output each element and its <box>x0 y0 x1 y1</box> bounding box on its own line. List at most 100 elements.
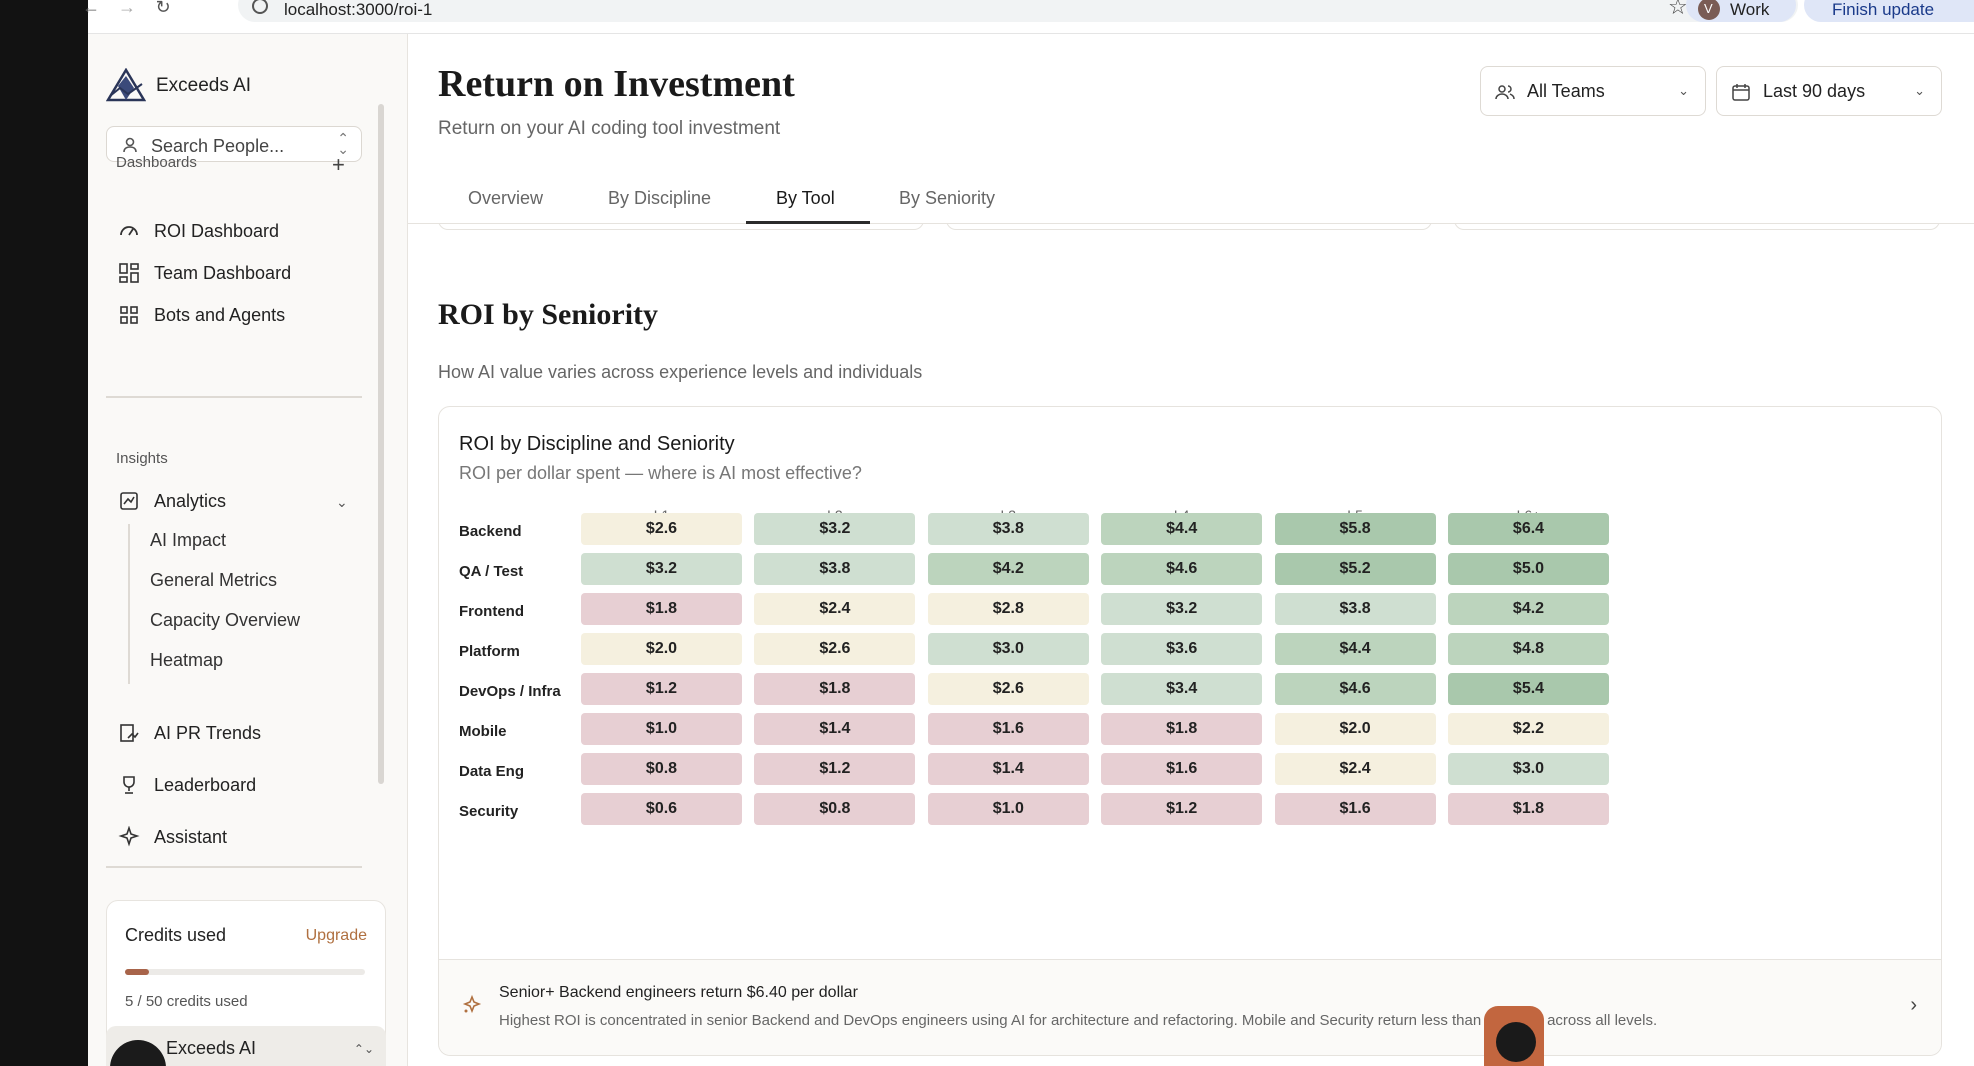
sidebar-divider <box>106 866 362 868</box>
sidebar-scrollbar[interactable] <box>378 104 384 784</box>
chevron-down-icon[interactable]: ⌄ <box>336 494 348 510</box>
nav-label: Bots and Agents <box>154 304 286 325</box>
heatmap-cell[interactable]: $2.2 <box>1448 713 1609 745</box>
reload-icon[interactable]: ↻ <box>155 0 171 17</box>
account-switcher[interactable]: Exceeds AI ⌃⌄ <box>106 1026 386 1066</box>
heatmap-cell[interactable]: $2.4 <box>1274 753 1436 785</box>
profile-avatar: V <box>1698 0 1720 20</box>
heatmap-cell[interactable]: $1.8 <box>1101 713 1263 745</box>
back-icon[interactable]: ← <box>82 0 100 17</box>
upgrade-link[interactable]: Upgrade <box>305 927 367 944</box>
heatmap-cell[interactable]: $0.8 <box>754 793 916 825</box>
chart-box-icon <box>120 492 138 510</box>
heatmap-cell[interactable]: $3.0 <box>927 633 1089 665</box>
nav-roi-dashboard[interactable]: ROI Dashboard <box>118 216 279 246</box>
heatmap-cell[interactable]: $4.2 <box>1448 593 1609 625</box>
tab-by-discipline[interactable]: By Discipline <box>608 188 712 208</box>
heatmap-cell[interactable]: $2.6 <box>754 633 916 665</box>
nav-heatmap[interactable]: Heatmap <box>150 650 224 670</box>
heatmap-cell[interactable]: $1.4 <box>927 753 1089 785</box>
heatmap-cell[interactable]: $3.4 <box>1101 673 1263 705</box>
heatmap-cell[interactable]: $3.8 <box>927 513 1089 545</box>
nav-bots-and-agents[interactable]: Bots and Agents <box>118 300 285 330</box>
nav-ai-pr-trends[interactable]: AI PR Trends <box>118 718 261 748</box>
heatmap-cell[interactable]: $1.2 <box>754 753 916 785</box>
heatmap-cell[interactable]: $2.4 <box>754 593 916 625</box>
chevron-updown-icon: ⌃⌄ <box>337 130 349 157</box>
nav-ai-impact[interactable]: AI Impact <box>150 530 227 550</box>
credits-progress <box>125 969 365 975</box>
heatmap-cell[interactable]: $1.0 <box>927 793 1089 825</box>
heatmap-cell[interactable]: $1.8 <box>581 593 742 625</box>
nav-assistant[interactable]: Assistant <box>118 822 227 852</box>
heatmap-cell[interactable]: $0.6 <box>581 793 742 825</box>
nav-label: Assistant <box>154 826 228 847</box>
heatmap-cell[interactable]: $3.2 <box>754 513 916 545</box>
chevron-updown-icon: ⌃⌄ <box>353 1042 374 1056</box>
heatmap-cell[interactable]: $4.6 <box>1274 673 1436 705</box>
heatmap-cell[interactable]: $1.8 <box>754 673 916 705</box>
nav-label: Analytics <box>154 490 227 511</box>
heatmap-cell[interactable]: $4.4 <box>1274 633 1436 665</box>
tab-by-tool[interactable]: By Tool <box>776 188 835 208</box>
heatmap-cell[interactable]: $4.4 <box>1101 513 1263 545</box>
nav-analytics[interactable]: Analytics <box>118 486 226 516</box>
heatmap-cell[interactable]: $1.4 <box>754 713 916 745</box>
heatmap-cell[interactable]: $5.8 <box>1274 513 1436 545</box>
heatmap-cell[interactable]: $2.6 <box>581 513 742 545</box>
heatmap-cell[interactable]: $5.2 <box>1274 553 1436 585</box>
heatmap-cell[interactable]: $3.2 <box>581 553 742 585</box>
heatmap-cell[interactable]: $4.8 <box>1448 633 1609 665</box>
address-bar[interactable]: localhost:3000/roi-1 <box>238 0 1798 22</box>
heatmap-cell[interactable]: $1.6 <box>927 713 1089 745</box>
heatmap-cell[interactable]: $1.2 <box>581 673 742 705</box>
nav-team-dashboard[interactable]: Team Dashboard <box>118 258 291 288</box>
site-info-icon[interactable] <box>252 0 268 14</box>
heatmap-cell[interactable]: $1.6 <box>1101 753 1263 785</box>
heatmap-cell[interactable]: $5.0 <box>1448 553 1609 585</box>
chevron-down-icon: ⌄ <box>1678 83 1689 98</box>
users-icon <box>1495 85 1515 100</box>
heatmap-cell[interactable]: $3.8 <box>1274 593 1436 625</box>
chat-launcher-button[interactable] <box>1484 1006 1544 1066</box>
heatmap-cell[interactable]: $4.6 <box>1101 553 1263 585</box>
heatmap-row-header: Frontend <box>459 603 524 620</box>
nav-capacity-overview[interactable]: Capacity Overview <box>150 610 301 630</box>
tab-by-seniority[interactable]: By Seniority <box>899 188 996 208</box>
search-people-input[interactable]: Search People... ⌃ ⌄ <box>106 126 362 162</box>
heatmap-cell[interactable]: $1.0 <box>581 713 742 745</box>
heatmap-cell[interactable]: $2.6 <box>927 673 1089 705</box>
heatmap-cell[interactable]: $5.4 <box>1448 673 1609 705</box>
heatmap-cell[interactable]: $2.0 <box>581 633 742 665</box>
heatmap-cell[interactable]: $3.2 <box>1101 593 1263 625</box>
heatmap-cell[interactable]: $3.8 <box>754 553 916 585</box>
heatmap-cell[interactable]: $4.2 <box>927 553 1089 585</box>
forward-icon[interactable]: → <box>118 0 136 17</box>
heatmap-cell[interactable]: $0.8 <box>581 753 742 785</box>
nav-leaderboard[interactable]: Leaderboard <box>118 770 256 800</box>
add-dashboard-icon[interactable]: + <box>332 152 345 177</box>
heatmap-cell[interactable]: $6.4 <box>1448 513 1609 545</box>
date-range-dropdown[interactable]: Last 90 days ⌄ <box>1716 66 1942 116</box>
heatmap-row-header: Backend <box>459 523 522 540</box>
nav-general-metrics[interactable]: General Metrics <box>150 570 278 590</box>
main-content: Return on Investment Return on your AI c… <box>408 34 1974 1066</box>
heatmap-cell[interactable]: $1.2 <box>1101 793 1263 825</box>
heatmap-cell[interactable]: $1.8 <box>1448 793 1609 825</box>
tab-overview[interactable]: Overview <box>468 188 544 208</box>
bookmark-star-icon[interactable]: ☆ <box>1668 0 1688 19</box>
chevron-right-icon[interactable]: › <box>1910 994 1917 1016</box>
heatmap-cell[interactable]: $1.6 <box>1274 793 1436 825</box>
team-filter-dropdown[interactable]: All Teams ⌄ <box>1480 66 1706 116</box>
sidebar: Exceeds AI Search People... ⌃ ⌄ Dashboard… <box>88 34 408 1066</box>
heatmap-row-header: Security <box>459 803 519 820</box>
finish-update-button[interactable]: Finish update <box>1804 0 1974 22</box>
heatmap-cell[interactable]: $2.0 <box>1274 713 1436 745</box>
heatmap-cell[interactable]: $3.6 <box>1101 633 1263 665</box>
nav-label: AI PR Trends <box>154 722 262 743</box>
profile-button[interactable]: V Work <box>1686 0 1796 22</box>
heatmap-cell[interactable]: $3.0 <box>1448 753 1609 785</box>
heatmap-cell[interactable]: $2.8 <box>927 593 1089 625</box>
brand[interactable]: Exceeds AI <box>106 66 251 106</box>
insight-banner[interactable]: Senior+ Backend engineers return $6.40 p… <box>439 959 1941 1055</box>
